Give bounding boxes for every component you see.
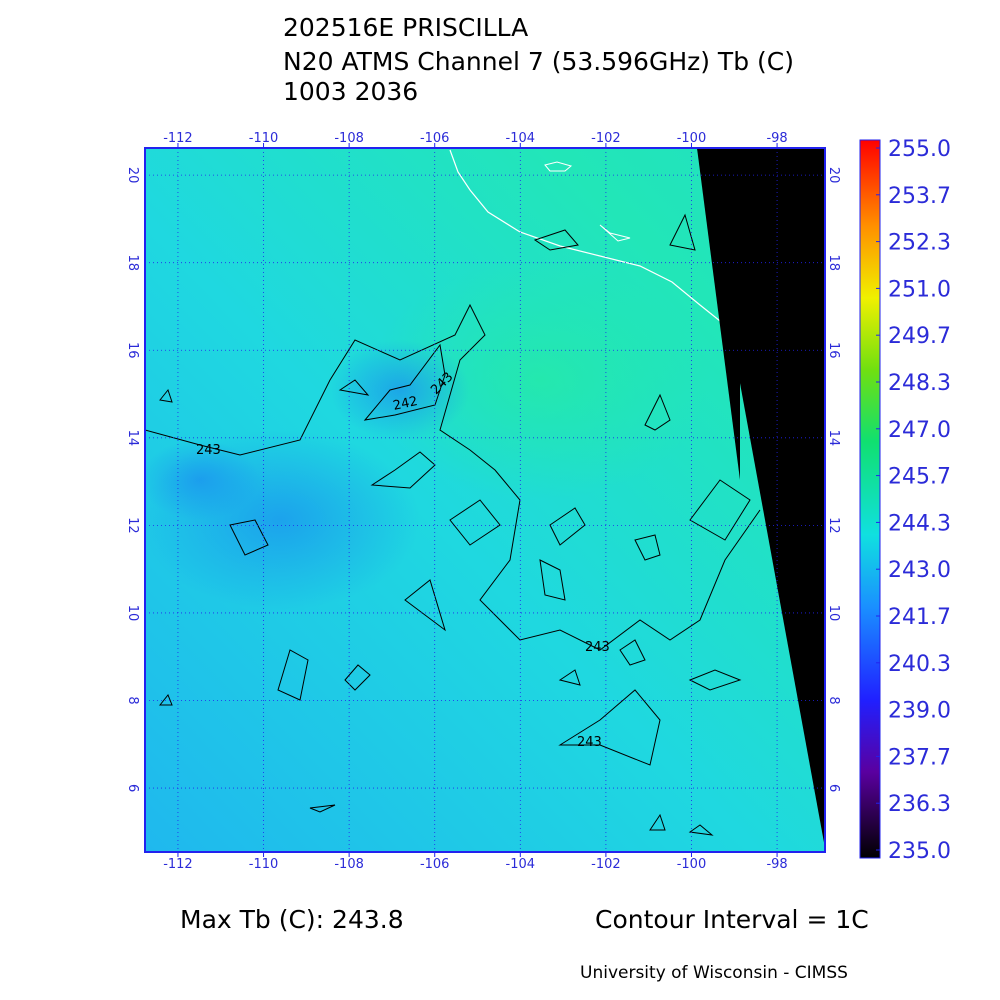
lon-tick-label: -110 — [249, 857, 279, 872]
lon-tick-label: -110 — [249, 131, 279, 146]
lat-tick-label: 18 — [125, 254, 140, 271]
colorbar-label: 241.7 — [888, 605, 951, 630]
lon-tick-label: -100 — [677, 131, 707, 146]
lon-tick-label: -102 — [591, 131, 621, 146]
colorbar-label: 248.3 — [888, 371, 951, 396]
colorbar-label: 251.0 — [888, 277, 951, 302]
contour-label: 242 — [392, 394, 419, 414]
lat-tick-label: 10 — [826, 605, 841, 622]
lat-tick-label: 8 — [125, 696, 140, 704]
island — [544, 161, 631, 242]
colorbar-label: 237.7 — [888, 745, 951, 770]
graticule — [145, 148, 825, 852]
lat-tick-label: 20 — [125, 167, 140, 184]
lon-tick-label: -108 — [334, 131, 364, 146]
lon-tick-label: -104 — [506, 857, 536, 872]
colorbar-label: 249.7 — [888, 324, 951, 349]
colorbar-frame — [859, 139, 881, 859]
lat-tick-label: 12 — [125, 517, 140, 534]
lat-tick-label: 16 — [826, 342, 841, 359]
cold-area — [145, 440, 260, 520]
lat-tick-label: 6 — [125, 784, 140, 792]
lon-tick-label: -100 — [677, 857, 707, 872]
lon-tick-label: -98 — [766, 131, 787, 146]
colorbar-label: 252.3 — [888, 231, 951, 256]
contour-label: 243 — [196, 443, 221, 458]
lat-tick-label: 6 — [826, 784, 841, 792]
colorbar-label: 235.0 — [888, 839, 951, 864]
credit: University of Wisconsin - CIMSS — [580, 963, 848, 983]
lat-tick-label: 8 — [826, 696, 841, 704]
title-line: 1003 2036 — [283, 77, 418, 106]
lon-tick-label: -112 — [163, 131, 193, 146]
colorbar-label: 255.0 — [888, 137, 951, 162]
cold-area — [330, 340, 470, 440]
image-field — [145, 148, 825, 852]
lat-tick-label: 14 — [826, 430, 841, 447]
contour-interval: Contour Interval = 1C — [595, 905, 869, 934]
colorbar-label: 247.0 — [888, 418, 951, 443]
colorbar-label: 240.3 — [888, 652, 951, 677]
lon-tick-label: -98 — [766, 857, 787, 872]
map-frame — [144, 147, 826, 853]
colorbar-label: 243.0 — [888, 558, 951, 583]
lon-tick-label: -106 — [420, 131, 450, 146]
lon-tick-label: -102 — [591, 857, 621, 872]
contour-label: 243 — [577, 735, 602, 750]
colorbar-label: 253.7 — [888, 184, 951, 209]
colorbar-label: 239.0 — [888, 699, 951, 724]
title-line: N20 ATMS Channel 7 (53.596GHz) Tb (C) — [283, 47, 794, 76]
contour-label: 243 — [585, 640, 610, 655]
colorbar-label: 236.3 — [888, 792, 951, 817]
title-line: 202516E PRISCILLA — [283, 13, 528, 42]
lon-tick-label: -108 — [334, 857, 364, 872]
no-data-swath — [697, 148, 740, 480]
contours — [145, 213, 761, 836]
lat-tick-label: 10 — [125, 605, 140, 622]
lon-tick-label: -106 — [420, 857, 450, 872]
colorbar-label: 245.7 — [888, 465, 951, 490]
lat-tick-label: 20 — [826, 167, 841, 184]
colorbar — [860, 140, 880, 858]
max-tb: Max Tb (C): 243.8 — [180, 905, 404, 934]
lat-tick-label: 16 — [125, 342, 140, 359]
lon-tick-label: -104 — [506, 131, 536, 146]
lat-tick-label: 18 — [826, 254, 841, 271]
lat-tick-label: 12 — [826, 517, 841, 534]
colorbar-label: 244.3 — [888, 511, 951, 536]
lat-tick-label: 14 — [125, 430, 140, 447]
lon-tick-label: -112 — [163, 857, 193, 872]
